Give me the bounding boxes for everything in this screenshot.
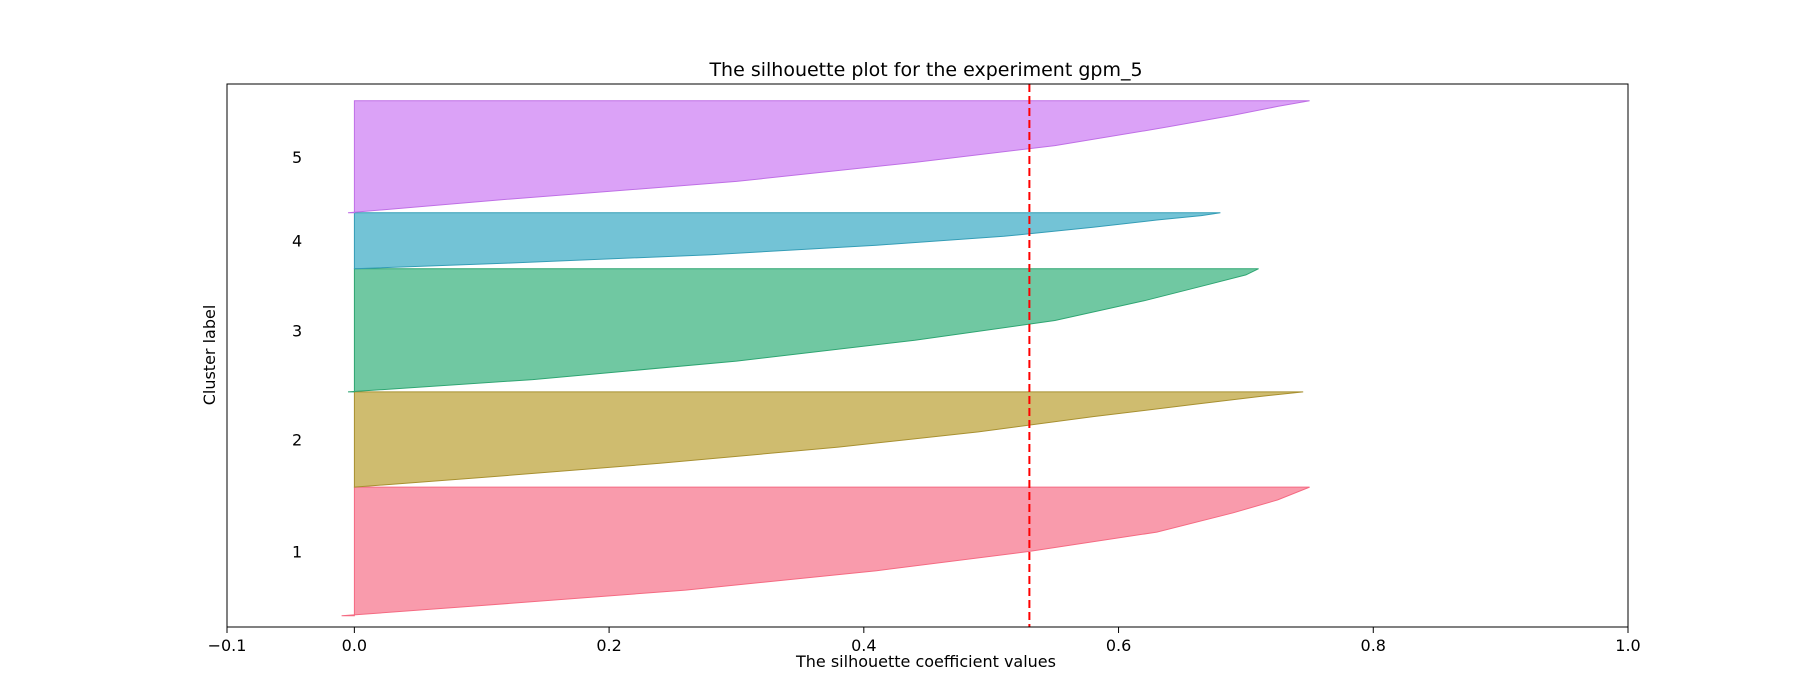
x-tick-label: 0.6 [1106,636,1131,655]
cluster-1-label: 1 [292,542,302,561]
chart-title: The silhouette plot for the experiment g… [708,59,1142,81]
x-tick-label: −0.1 [208,636,247,655]
y-axis-label: Cluster label [200,305,219,406]
plot-area: 1 2 3 4 5 −0.1 0.0 0.2 0.4 0.6 0.8 1.0 [208,83,1641,655]
cluster-4-band [353,212,1221,270]
x-tick-label: 0.8 [1361,636,1386,655]
cluster-5-label: 5 [292,148,302,167]
cluster-labels: 1 2 3 4 5 [292,148,302,562]
x-tick-label: 1.0 [1615,636,1640,655]
cluster-4-label: 4 [292,232,302,251]
cluster-3-band [347,268,1259,393]
cluster-1-band [341,486,1310,617]
x-axis-ticks: −0.1 0.0 0.2 0.4 0.6 0.8 1.0 [208,627,1641,655]
cluster-2-label: 2 [292,430,302,449]
x-axis-label: The silhouette coefficient values [795,652,1056,671]
cluster-5-band [347,100,1310,214]
cluster-3-label: 3 [292,321,302,340]
cluster-2-band [353,391,1304,488]
cluster-bands [341,100,1310,617]
x-tick-label: 0.2 [596,636,621,655]
x-tick-label: 0.4 [851,636,876,655]
axes-frame [226,83,1629,628]
x-tick-label: 0.0 [342,636,367,655]
